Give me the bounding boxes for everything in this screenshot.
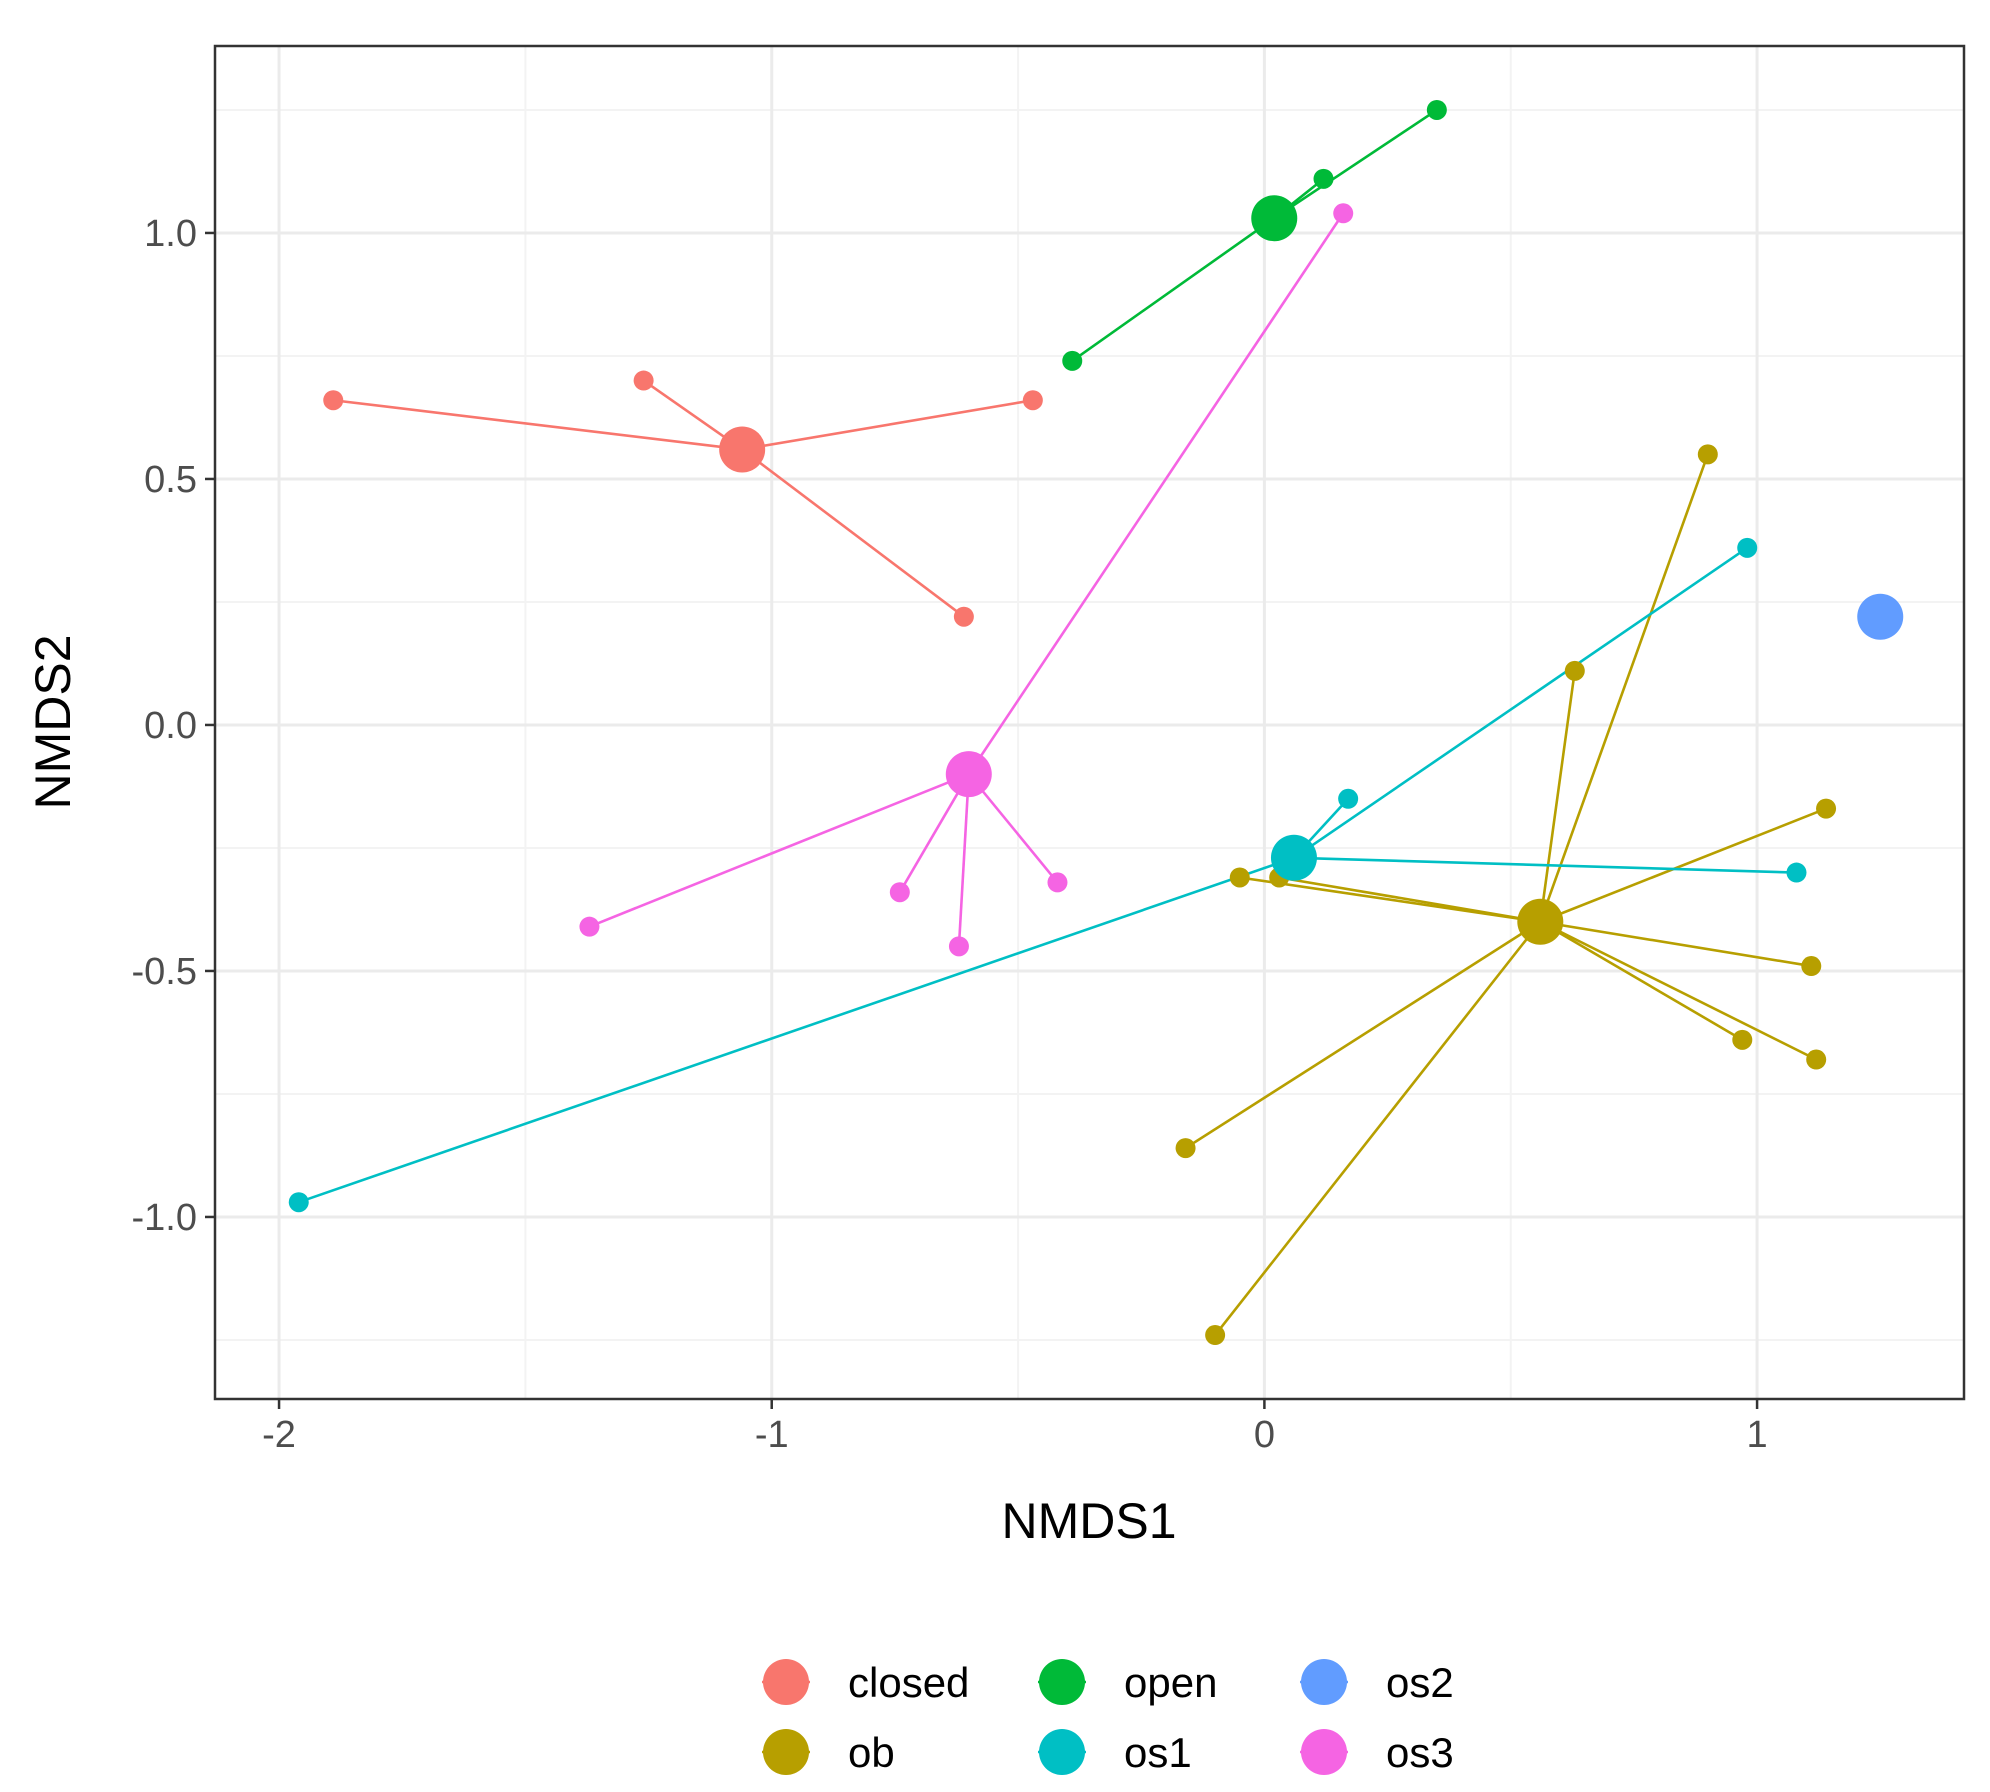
point-ob-8 [1175,1138,1196,1159]
spider-segments [298,108,1827,1336]
segment-open-0 [1273,108,1438,220]
segment-ob-0 [1539,453,1710,923]
y-tick-label: 0.5 [144,459,197,501]
point-ob-3 [1229,867,1250,888]
legend-item-ob: ob [762,1729,895,1776]
legend-key-dot [763,1729,809,1775]
legend-item-os2: os2 [1300,1659,1454,1706]
plot-panel-border [213,44,1966,1401]
point-os1-1 [1338,788,1359,809]
point-os3-2 [889,882,910,903]
point-os1-2 [1786,862,1807,883]
point-ob-6 [1732,1029,1753,1050]
axis-ticks: -2 -1 0 1 -1.0 -0.5 0.0 0.5 1.0 [132,213,1768,1456]
point-open-1 [1313,168,1334,189]
legend-key-dot [1039,1659,1085,1705]
point-ob-1 [1564,660,1585,681]
legend-key-dot [1039,1729,1085,1775]
segment-ob-8 [1184,920,1541,1150]
y-tick-label: -0.5 [132,951,197,993]
x-tick-label: -1 [755,1414,789,1456]
segment-os1-2 [1293,856,1797,874]
segment-ob-9 [1214,920,1542,1336]
centroid-open [1251,195,1298,242]
centroid-closed [719,426,766,473]
group-centroids [719,195,1904,945]
point-closed-1 [633,370,654,391]
legend-label: ob [848,1729,895,1776]
segment-closed-2 [741,398,1034,451]
x-tick-label: -2 [262,1414,296,1456]
segment-ob-5 [1540,920,1812,968]
segment-ob-6 [1539,920,1743,1041]
segment-os1-0 [1293,546,1748,859]
segment-ob-4 [1278,876,1541,924]
segment-os1-3 [298,856,1295,1204]
legend-label: closed [848,1659,969,1706]
point-os3-3 [948,936,969,957]
centroid-os3 [945,751,992,798]
point-closed-0 [323,390,344,411]
legend-item-open: open [1038,1659,1217,1706]
data-points [288,99,1837,1346]
point-open-0 [1426,99,1447,120]
segment-ob-7 [1539,920,1817,1061]
centroid-os1 [1270,834,1317,881]
point-os3-4 [1047,872,1068,893]
legend-item-closed: closed [762,1659,969,1706]
y-tick-label: 1.0 [144,213,197,255]
point-open-2 [1062,350,1083,371]
y-tick-label: 0.0 [144,705,197,747]
legend-item-os3: os3 [1300,1729,1454,1776]
legend-label: os3 [1386,1729,1454,1776]
segment-os3-4 [967,773,1059,884]
segment-open-2 [1071,217,1276,362]
y-tick-label: -1.0 [132,1197,197,1239]
segment-os3-1 [588,772,970,928]
point-ob-2 [1816,798,1837,819]
segment-closed-0 [333,398,743,451]
legend-key-dot [1301,1659,1347,1705]
segment-ob-2 [1539,807,1827,923]
legend-key-dot [763,1659,809,1705]
point-closed-3 [953,606,974,627]
point-os1-3 [288,1192,309,1213]
point-ob-5 [1801,956,1822,977]
plot-panel [215,46,1964,1399]
segment-closed-3 [741,448,965,618]
point-closed-2 [1022,390,1043,411]
legend-label: os1 [1124,1729,1192,1776]
y-axis-title: NMDS2 [25,634,81,809]
point-os3-0 [1333,203,1354,224]
x-tick-label: 1 [1747,1414,1768,1456]
centroid-os2 [1857,593,1904,640]
legend-item-os1: os1 [1038,1729,1192,1776]
legend: closed open os2 ob os1 os3 [762,1659,1454,1776]
point-ob-9 [1205,1325,1226,1346]
point-os1-0 [1737,537,1758,558]
legend-label: open [1124,1659,1217,1706]
segment-os3-0 [967,212,1345,775]
point-ob-0 [1697,444,1718,465]
segment-os3-3 [957,774,971,947]
legend-label: os2 [1386,1659,1454,1706]
point-os3-1 [579,916,600,937]
point-ob-7 [1806,1049,1827,1070]
legend-key-dot [1301,1729,1347,1775]
x-axis-title: NMDS1 [1001,1493,1176,1549]
segment-ob-1 [1539,670,1577,922]
grid-lines [215,46,1964,1399]
centroid-ob [1517,898,1564,945]
x-tick-label: 0 [1254,1414,1275,1456]
